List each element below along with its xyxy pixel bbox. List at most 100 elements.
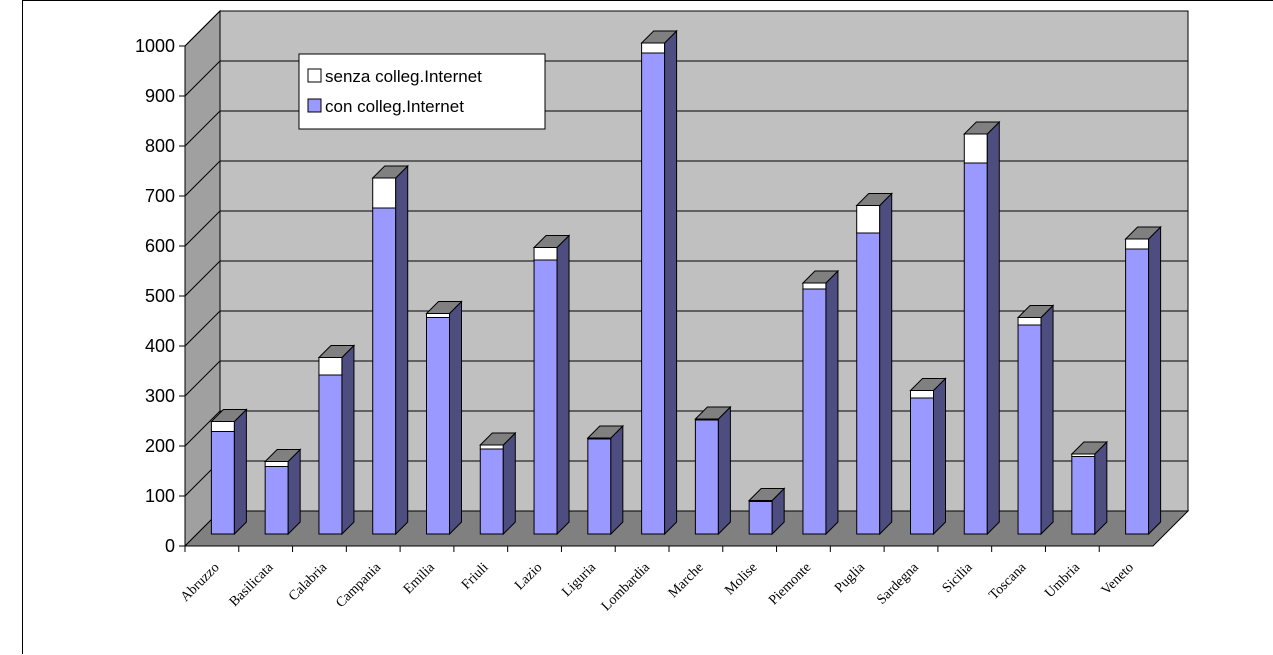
- y-axis: 0 100 200 300 400 500 600 700 800 900 1000: [135, 36, 1153, 556]
- bar-side: [1148, 225, 1162, 536]
- bar-side: [1094, 440, 1108, 536]
- x-category-label: Sicilia: [940, 560, 976, 596]
- bar-top: [317, 345, 356, 358]
- bar-senza-front: [1017, 317, 1042, 326]
- bar-senza-front: [479, 444, 504, 450]
- y-tick-label: 0: [165, 536, 175, 556]
- x-category-label: Calabria: [286, 560, 331, 605]
- gridline: [184, 160, 1188, 197]
- bar-con-front: [587, 438, 612, 535]
- bar-side: [395, 164, 409, 536]
- bar-con-front: [694, 419, 719, 535]
- bar-con-front: [426, 317, 450, 535]
- bar-side: [341, 344, 355, 536]
- bar-senza-front: [963, 133, 988, 164]
- x-category-label: Sardegna: [874, 560, 922, 608]
- bar-senza-front: [264, 461, 289, 467]
- bar-con-front: [1125, 248, 1150, 535]
- bar-con-front: [963, 162, 988, 535]
- bar-con-front: [910, 397, 934, 535]
- bar-top: [263, 449, 302, 462]
- bar-con-front: [210, 431, 235, 535]
- x-category-label: Lazio: [512, 560, 545, 593]
- bar-con-front: [479, 448, 504, 535]
- bar-senza-front: [802, 282, 827, 290]
- x-category-label: Puglia: [832, 560, 868, 596]
- bars: [210, 29, 1162, 536]
- bar-side: [717, 405, 731, 536]
- x-category-label: Campania: [333, 560, 384, 611]
- bar-top: [801, 270, 840, 284]
- gridline: [184, 60, 1188, 97]
- x-category-label: Umbria: [1042, 560, 1083, 601]
- bar-con-front: [372, 207, 397, 535]
- y-tick-label: 900: [145, 86, 175, 106]
- bar-top: [1124, 226, 1162, 240]
- x-category-label: Abruzzo: [178, 560, 223, 605]
- stacked-bar-chart: 0 100 200 300 400 500 600 700 800 900 1000 Abruzzo…: [135, 9, 1190, 615]
- gridline: [184, 10, 1188, 47]
- bar-con-front: [264, 466, 289, 535]
- bar-top: [694, 406, 732, 420]
- bar-top: [747, 488, 786, 501]
- bar-side: [556, 234, 570, 536]
- bar-top: [855, 193, 893, 206]
- bar-top: [586, 425, 625, 439]
- bar-con-front: [1017, 324, 1042, 535]
- x-category-label: Veneto: [1099, 560, 1137, 598]
- bar-senza-front: [856, 205, 881, 234]
- y-tick-label: 1000: [135, 36, 175, 56]
- legend-label: con colleg.Internet: [325, 97, 464, 116]
- bar-senza-front: [210, 421, 235, 432]
- bar-senza-front: [372, 177, 397, 209]
- x-category-label: Lombardia: [599, 560, 654, 615]
- bar-side: [610, 424, 624, 536]
- bar-top: [909, 378, 947, 391]
- bar-top: [963, 121, 1001, 135]
- chart-frame: 0 100 200 300 400 500 600 700 800 900 1000 Abruzzo…: [22, 0, 1273, 654]
- bar-side: [825, 269, 839, 536]
- bar-con-front: [1071, 456, 1096, 535]
- x-category-label: Friuli: [459, 560, 492, 593]
- bar-side: [449, 300, 462, 536]
- bar-con-front: [802, 288, 827, 535]
- bar-top: [1070, 441, 1109, 455]
- bar-top: [640, 30, 678, 44]
- x-category-label: Marche: [666, 560, 707, 601]
- x-category-label: Liguria: [559, 560, 599, 600]
- bar-side: [879, 192, 893, 536]
- y-tick-label: 300: [145, 386, 175, 406]
- bar-senza-front: [426, 313, 450, 318]
- bar-top: [371, 165, 409, 179]
- legend: senza colleg.Internet con colleg.Internet: [298, 53, 546, 130]
- x-category-label: Basilicata: [227, 560, 277, 610]
- bar-senza-front: [641, 42, 666, 54]
- bar-top: [1016, 305, 1055, 318]
- legend-swatch: [307, 98, 322, 113]
- gridline: [184, 110, 1188, 147]
- x-axis-labels: Abruzzo Basilicata Calabria Campania Emilia F…: [178, 560, 1137, 615]
- y-tick-label: 200: [145, 436, 175, 456]
- x-category-label: Toscana: [986, 560, 1029, 603]
- y-tick-label: 400: [145, 336, 175, 356]
- bar-con-front: [533, 259, 558, 535]
- bar-senza-front: [910, 390, 934, 399]
- bar-side: [502, 431, 516, 536]
- bar-con-front: [318, 374, 343, 535]
- y-tick-label: 700: [145, 186, 175, 206]
- legend-box: [298, 53, 546, 130]
- bar-side: [287, 448, 301, 536]
- x-category-label: Piemonte: [766, 560, 814, 608]
- bar-con-front: [641, 52, 666, 535]
- bar-side: [933, 377, 946, 536]
- bar-side: [664, 29, 678, 536]
- bar-senza-front: [533, 247, 558, 261]
- bar-side: [986, 120, 1000, 536]
- legend-swatch: [307, 68, 322, 83]
- bar-top: [210, 409, 248, 422]
- x-category-label: Molise: [722, 560, 760, 598]
- x-category-label: Emilia: [401, 560, 439, 598]
- bar-top: [532, 235, 571, 248]
- y-tick-label: 100: [145, 486, 175, 506]
- bar-top: [479, 432, 517, 446]
